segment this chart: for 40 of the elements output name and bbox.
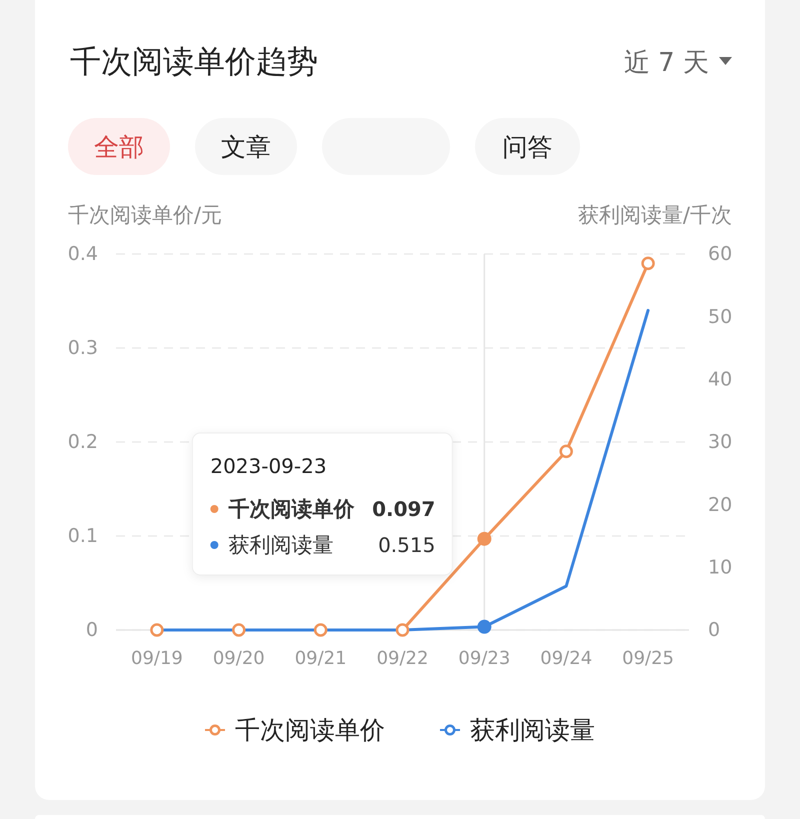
y-tick-label: 0.2 — [68, 431, 98, 454]
annotation: 0.515 — [378, 533, 436, 557]
point — [641, 256, 655, 270]
y2-tick-label: 0 — [708, 619, 720, 642]
y-tick-label: 0.3 — [68, 337, 98, 360]
x-tick-label: 09/24 — [540, 648, 592, 669]
legend-label: 千次阅读单价 — [227, 497, 356, 521]
text: 千次阅读单价 — [235, 716, 385, 744]
y2-tick-label: 50 — [708, 306, 732, 328]
annotation: 0.097 — [372, 497, 436, 521]
chart-title: 千次阅读单价趋势 — [70, 44, 318, 80]
point — [477, 532, 492, 546]
y-tick-label: 0.4 — [68, 243, 98, 266]
y-axis-title: 千次阅读单价/元 — [68, 203, 222, 227]
y2-tick-label: 30 — [708, 431, 732, 454]
legend-label: 获利阅读量 — [228, 533, 334, 557]
x-tick-label: 09/19 — [130, 648, 183, 669]
y2-tick-label: 40 — [708, 368, 732, 390]
annotation: 2023-09-23 — [210, 454, 327, 478]
point — [150, 623, 164, 637]
text: 文章 — [221, 132, 271, 162]
x-tick-label: 09/20 — [212, 648, 265, 669]
y-tick-label: 0 — [86, 619, 98, 642]
point — [232, 623, 246, 637]
point — [559, 444, 573, 458]
y2-tick-label: 20 — [708, 494, 732, 516]
y2-axis-title: 获利阅读量/千次 — [578, 203, 732, 227]
point — [314, 623, 328, 637]
x-tick-label: 09/25 — [622, 648, 674, 669]
x-tick-label: 09/21 — [294, 648, 347, 669]
x-tick-label: 09/23 — [458, 648, 510, 669]
y2-tick-label: 60 — [708, 243, 732, 266]
y2-tick-label: 10 — [708, 556, 732, 578]
point — [396, 623, 410, 637]
text: 全部 — [94, 132, 144, 162]
text: 获利阅读量 — [470, 716, 595, 744]
x-tick-label: 09/22 — [376, 648, 428, 669]
text: 近 7 天 — [624, 48, 709, 78]
y-tick-label: 0.1 — [68, 525, 98, 548]
text: 问答 — [502, 132, 552, 162]
